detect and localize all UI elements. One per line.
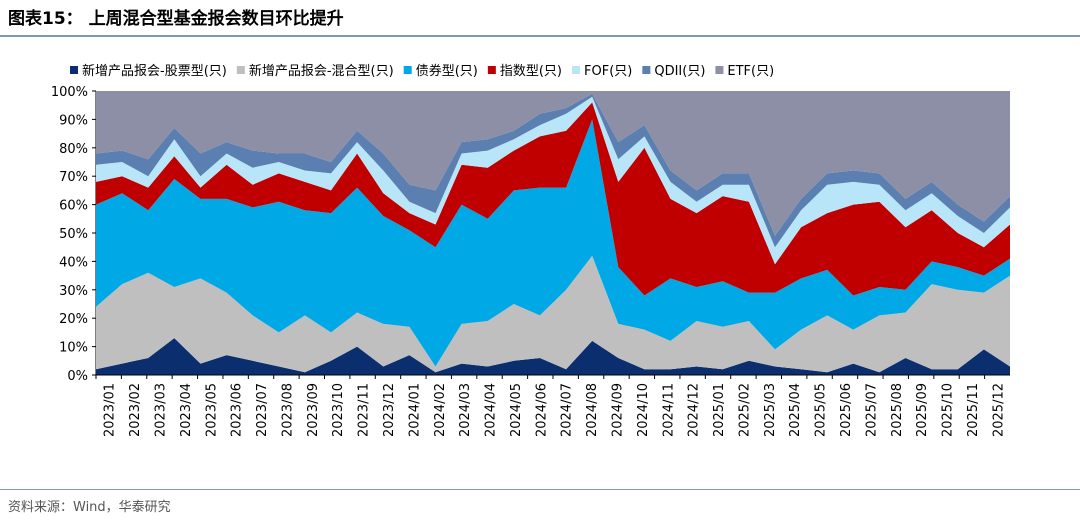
legend-label: 新增产品报会-混合型(只) xyxy=(249,63,394,79)
title-rule xyxy=(0,35,1080,37)
legend-label: 债券型(只) xyxy=(416,63,478,79)
figure-title: 图表15： 上周混合型基金报会数目环比提升 xyxy=(8,9,344,29)
x-tick-label: 2025/04 xyxy=(788,383,803,437)
x-tick-label: 2025/07 xyxy=(864,383,879,437)
x-tick-label: 2023/11 xyxy=(357,383,372,437)
legend-swatch xyxy=(487,66,496,74)
legend-swatch xyxy=(715,66,724,74)
x-tick-label: 2025/09 xyxy=(915,383,930,437)
x-axis: 2023/01 2023/02 2023/03 2023/04 2023/05 2023/… xyxy=(95,374,1010,437)
legend-label: ETF(只) xyxy=(727,64,774,79)
x-tick-label: 2025/08 xyxy=(890,383,905,437)
series-area xyxy=(96,119,1010,367)
x-tick-label: 2025/11 xyxy=(966,383,981,437)
x-tick-label: 2023/10 xyxy=(331,383,346,437)
y-axis: 0% 10% 20% 30% 40% 50% 60% 70% 80% 90% 100% xyxy=(51,85,97,384)
x-tick-label: 2024/02 xyxy=(433,383,448,437)
source-note: 资料来源：Wind，华泰研究 xyxy=(8,500,171,515)
x-tick-label: 2024/11 xyxy=(661,383,676,437)
legend-swatch xyxy=(642,66,651,74)
x-tick-label: 2025/01 xyxy=(712,383,727,437)
x-tick-label: 2024/04 xyxy=(484,383,499,437)
x-tick-label: 2024/12 xyxy=(687,383,702,437)
y-tick-label: 80% xyxy=(59,142,88,157)
legend-label: FOF(只) xyxy=(584,64,632,79)
y-tick-label: 90% xyxy=(59,113,88,128)
legend: 新增产品报会-股票型(只) 新增产品报会-混合型(只) 债券型(只) 指数型(只) FO… xyxy=(70,63,774,79)
series-area xyxy=(96,255,1010,373)
y-tick-label: 60% xyxy=(59,199,88,214)
legend-swatch xyxy=(236,66,245,74)
x-tick-label: 2023/02 xyxy=(128,383,143,437)
y-tick-label: 50% xyxy=(59,227,88,242)
series-area xyxy=(96,96,1010,265)
x-tick-label: 2023/03 xyxy=(154,383,169,437)
x-tick-label: 2024/08 xyxy=(585,383,600,437)
x-tick-label: 2025/10 xyxy=(941,383,956,437)
y-tick-label: 100% xyxy=(51,85,88,100)
x-tick-label: 2024/05 xyxy=(509,383,524,437)
source-rule xyxy=(0,489,1080,490)
x-tick-label: 2023/06 xyxy=(230,383,245,437)
x-tick-label: 2025/06 xyxy=(839,383,854,437)
stacked-area-chart: 新增产品报会-股票型(只) 新增产品报会-混合型(只) 债券型(只) 指数型(只) FO… xyxy=(51,63,1010,437)
y-tick-label: 0% xyxy=(67,369,88,384)
x-tick-label: 2023/05 xyxy=(204,383,219,437)
series-area xyxy=(96,91,1010,236)
legend-swatch xyxy=(403,66,412,74)
x-tick-label: 2025/02 xyxy=(737,383,752,437)
legend-label: QDII(只) xyxy=(654,64,705,79)
y-tick-label: 10% xyxy=(59,341,88,356)
x-tick-label: 2023/12 xyxy=(382,383,397,437)
x-tick-label: 2024/07 xyxy=(560,383,575,437)
y-tick-label: 70% xyxy=(59,170,88,185)
x-tick-label: 2025/05 xyxy=(814,383,829,437)
x-tick-label: 2023/09 xyxy=(306,383,321,437)
y-tick-label: 40% xyxy=(59,255,88,270)
x-tick-label: 2025/12 xyxy=(991,383,1006,437)
legend-swatch xyxy=(70,66,78,74)
x-tick-label: 2023/07 xyxy=(255,383,270,437)
legend-label: 新增产品报会-股票型(只) xyxy=(82,63,227,79)
x-tick-label: 2023/01 xyxy=(103,383,118,437)
legend-label: 指数型(只) xyxy=(500,64,562,79)
x-tick-label: 2024/03 xyxy=(458,383,473,437)
x-tick-label: 2023/08 xyxy=(280,383,295,437)
legend-swatch xyxy=(572,66,580,74)
x-tick-label: 2023/04 xyxy=(179,383,194,437)
series-area xyxy=(96,102,1010,296)
x-tick-label: 2025/03 xyxy=(763,383,778,437)
y-tick-label: 20% xyxy=(59,312,88,327)
series-areas xyxy=(96,91,1010,375)
series-area xyxy=(96,338,1010,375)
x-tick-label: 2024/09 xyxy=(611,383,626,437)
y-tick-label: 30% xyxy=(59,284,88,299)
x-tick-label: 2024/10 xyxy=(636,383,651,437)
x-tick-label: 2024/06 xyxy=(534,383,549,437)
x-tick-label: 2024/01 xyxy=(407,383,422,437)
